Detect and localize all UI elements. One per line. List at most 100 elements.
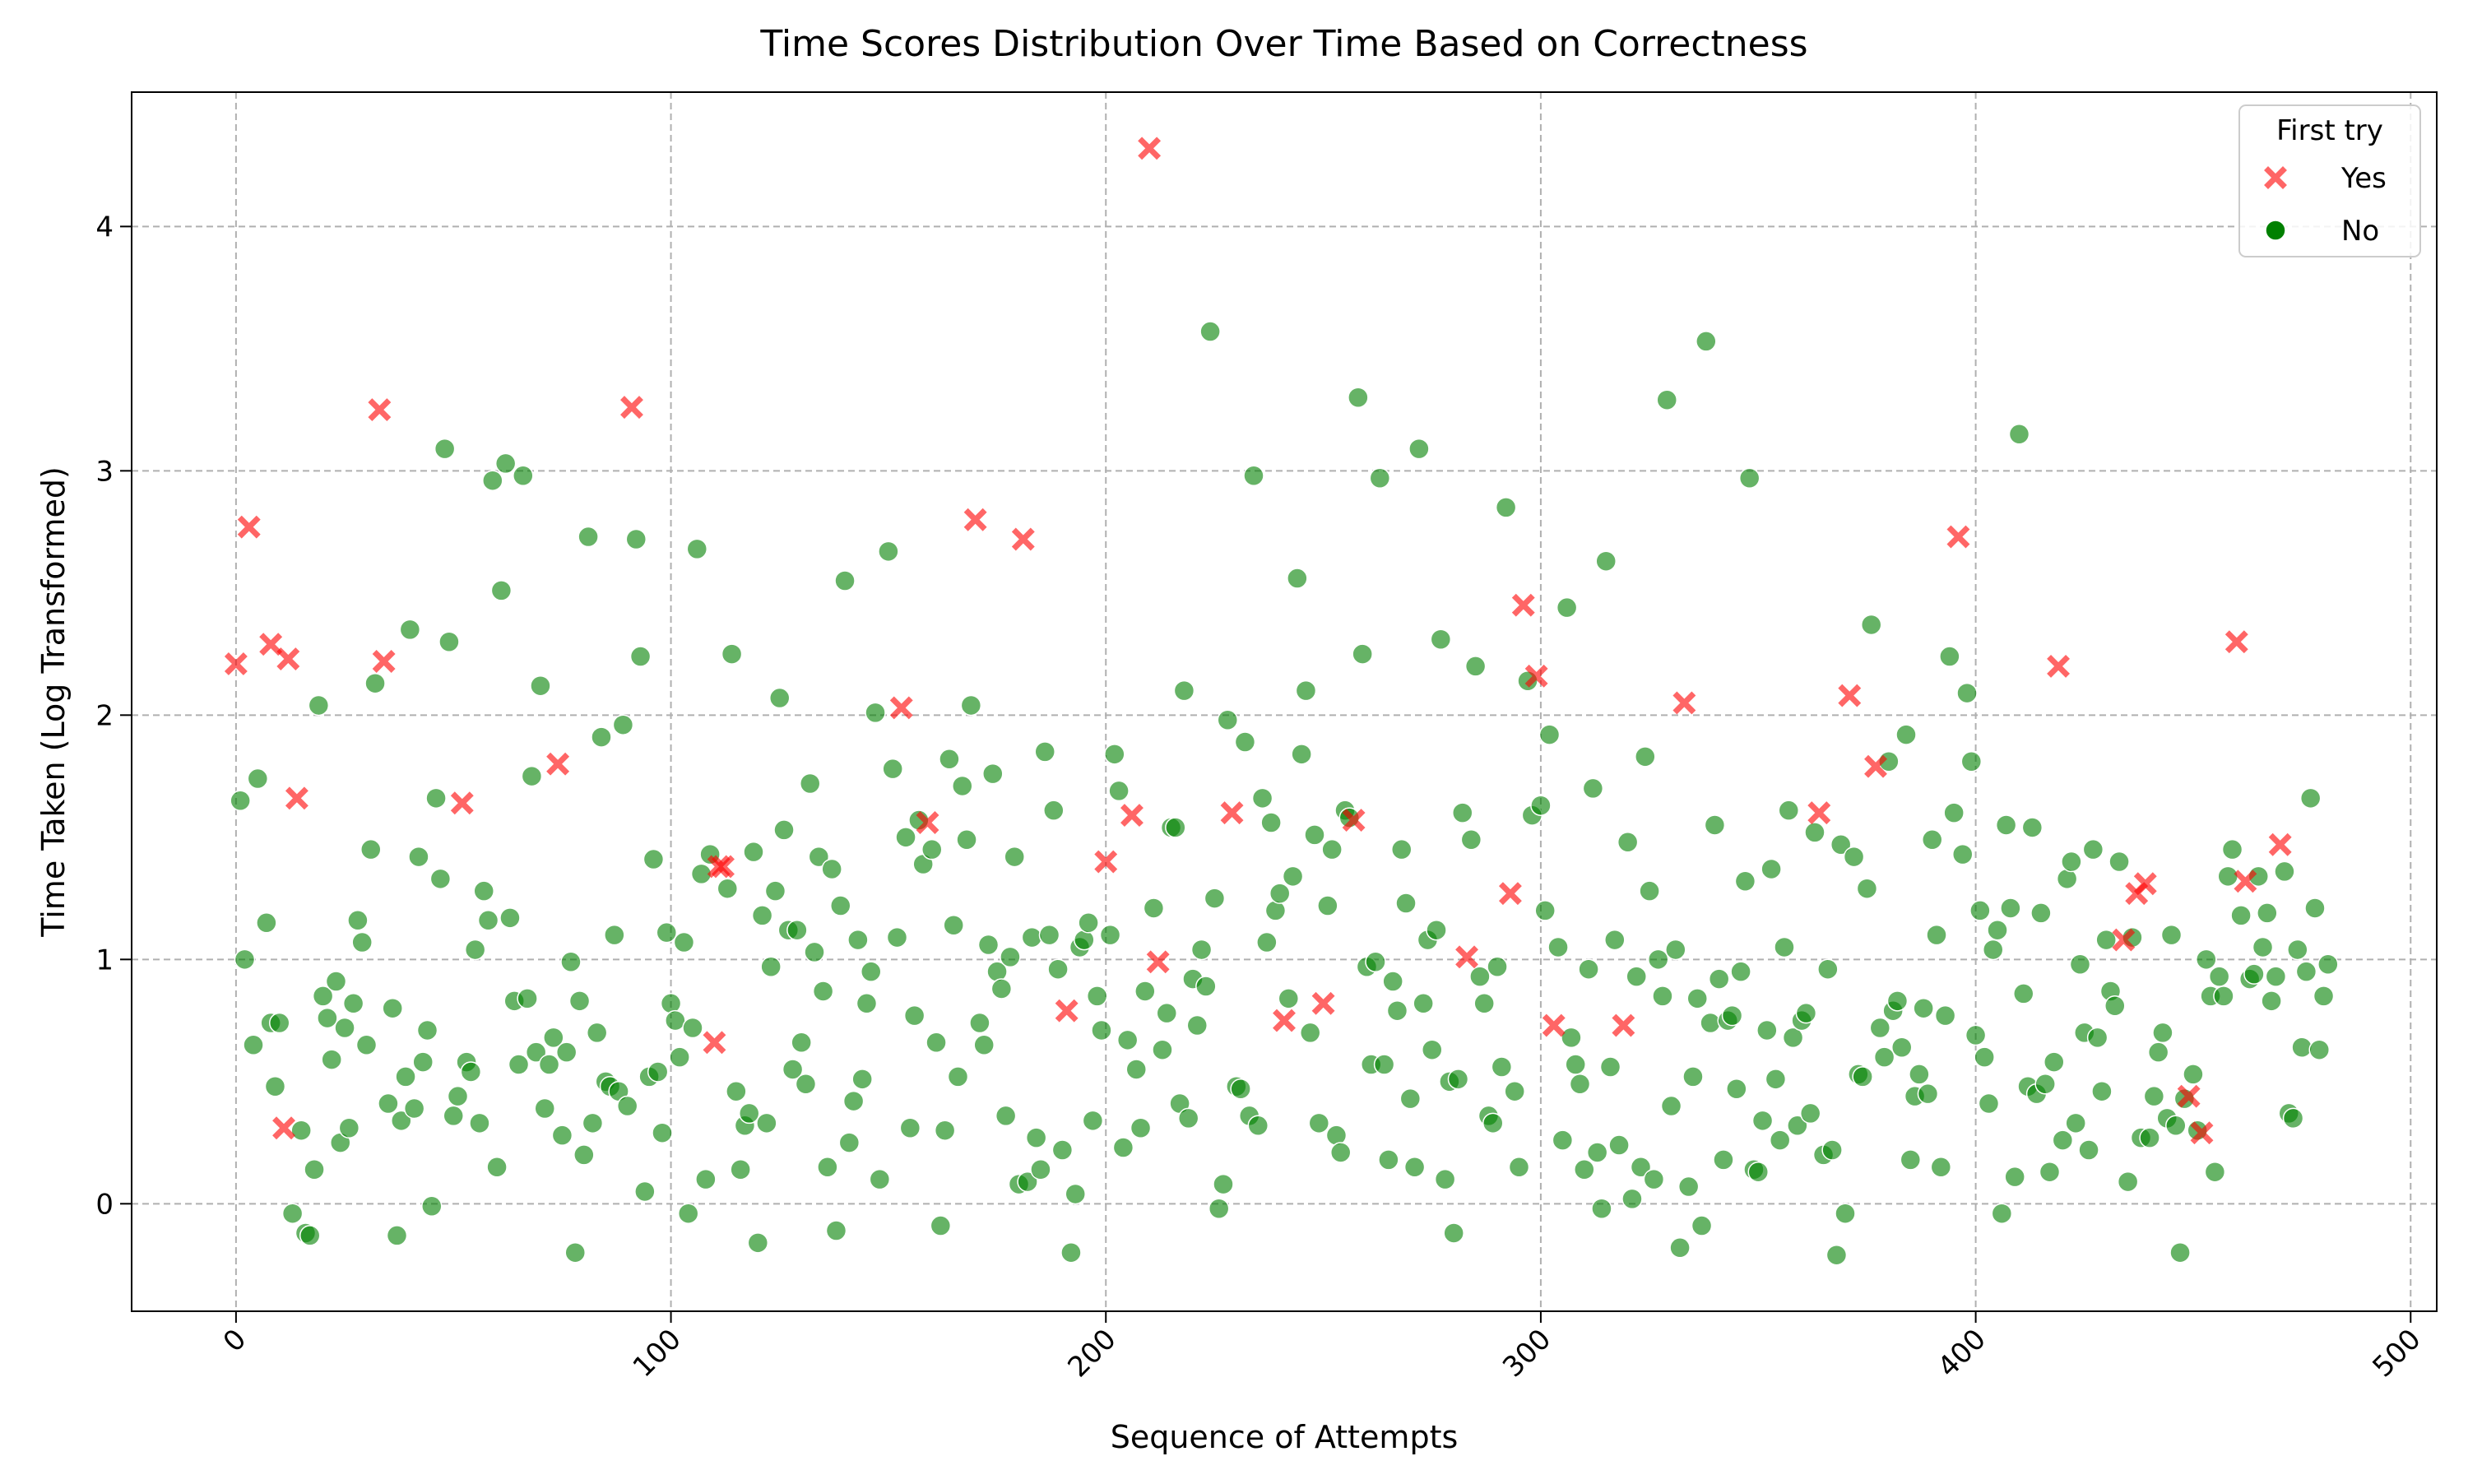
point	[1495, 497, 1517, 518]
point	[355, 1034, 378, 1056]
point	[2117, 1171, 2139, 1193]
point	[882, 758, 903, 780]
point	[525, 1041, 547, 1063]
point	[1630, 1157, 1652, 1178]
point	[591, 726, 612, 748]
point	[1864, 754, 1887, 778]
point	[482, 470, 503, 491]
point	[534, 1097, 555, 1120]
point	[1365, 951, 1386, 973]
point	[425, 787, 447, 809]
point	[842, 1090, 865, 1112]
point	[1534, 900, 1556, 921]
point	[1787, 1115, 1808, 1137]
point	[1586, 1142, 1608, 1163]
point	[2000, 897, 2021, 919]
point	[1756, 1019, 1778, 1041]
y-tick-label: 0	[95, 1188, 114, 1221]
point	[990, 978, 1013, 999]
point	[652, 1122, 673, 1143]
point	[2224, 630, 2248, 654]
point	[2008, 424, 2030, 445]
point	[1974, 1046, 1995, 1068]
point	[1726, 1078, 1747, 1100]
point	[1395, 893, 1417, 914]
point	[2165, 1115, 2187, 1137]
point	[1821, 1139, 1843, 1161]
point	[237, 515, 261, 539]
point	[1511, 593, 1535, 617]
point	[847, 929, 869, 951]
y-tick-label: 3	[95, 455, 114, 488]
point	[1817, 958, 1839, 980]
point	[1721, 1004, 1743, 1027]
point	[434, 438, 456, 460]
point	[1487, 956, 1508, 977]
point	[568, 990, 591, 1012]
point	[856, 993, 878, 1014]
point	[1146, 950, 1170, 974]
point	[799, 772, 821, 795]
point	[2061, 851, 2082, 873]
point	[2133, 872, 2157, 896]
point	[1804, 822, 1825, 843]
legend-marker	[2264, 166, 2287, 189]
point	[276, 647, 300, 670]
point	[586, 1022, 608, 1044]
point	[1738, 467, 1761, 489]
point	[513, 465, 534, 487]
point	[2169, 1241, 2191, 1264]
point	[756, 1112, 777, 1134]
point	[1213, 1173, 1234, 1195]
point	[364, 672, 386, 694]
point	[1838, 684, 1862, 707]
point	[1825, 1244, 1848, 1266]
point	[1574, 1158, 1595, 1180]
point	[1956, 682, 1978, 704]
point	[1078, 912, 1099, 934]
point	[1774, 936, 1795, 958]
point	[1639, 880, 1660, 902]
point	[1524, 664, 1548, 688]
point	[1713, 1149, 1734, 1171]
point	[604, 924, 625, 946]
point	[281, 1203, 304, 1224]
point	[308, 694, 330, 716]
point	[372, 650, 396, 673]
point	[795, 1074, 817, 1095]
point	[1682, 1066, 1704, 1087]
point	[865, 702, 886, 724]
point	[530, 675, 551, 697]
point	[1917, 1083, 1939, 1105]
point	[342, 993, 364, 1014]
point	[1765, 1069, 1787, 1090]
point	[1342, 809, 1366, 832]
point	[317, 1007, 338, 1029]
point	[612, 714, 634, 735]
point	[1373, 1054, 1395, 1075]
point	[573, 1144, 595, 1166]
point	[272, 1116, 295, 1140]
point	[321, 1049, 342, 1070]
point	[1504, 1080, 1525, 1102]
point	[1612, 1013, 1635, 1037]
point	[656, 921, 678, 944]
point	[2230, 905, 2252, 926]
point	[2196, 948, 2217, 971]
point	[1982, 939, 2004, 961]
point	[416, 1019, 438, 1041]
point	[2274, 860, 2295, 883]
point	[1751, 1110, 1774, 1132]
point	[1995, 814, 2017, 836]
point	[1186, 1014, 1208, 1036]
point	[1852, 1066, 1873, 1087]
point	[712, 855, 735, 879]
point	[1120, 804, 1144, 828]
point	[2065, 1112, 2086, 1134]
point	[1143, 897, 1165, 919]
point	[2056, 868, 2078, 890]
point	[538, 1054, 560, 1075]
y-tick-label: 4	[95, 211, 114, 243]
point	[1599, 1056, 1621, 1078]
point	[560, 951, 582, 973]
